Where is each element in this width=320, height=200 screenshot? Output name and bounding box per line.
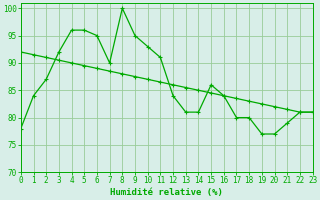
X-axis label: Humidité relative (%): Humidité relative (%) — [110, 188, 223, 197]
